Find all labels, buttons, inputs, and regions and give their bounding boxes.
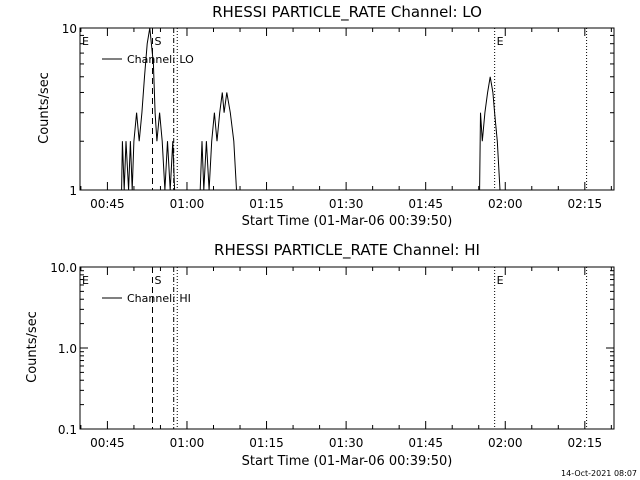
x-axis-label: Start Time (01-Mar-06 00:39:50) <box>242 454 453 469</box>
x-tick-label: 02:00 <box>488 436 523 450</box>
chart-title: RHESSI PARTICLE_RATE Channel: HI <box>214 241 480 260</box>
axis-ticks: 00:45 01:00 01:15 01:30 01:45 02:00 02:15 0.1 1.… <box>50 261 614 450</box>
x-tick-label: 01:45 <box>408 436 443 450</box>
plot-frame <box>79 27 615 191</box>
y-tick-label: 0.1 <box>58 423 77 437</box>
x-tick-label: 00:45 <box>90 436 125 450</box>
x-tick-label: 01:00 <box>170 436 205 450</box>
x-axis-label: Start Time (01-Mar-06 00:39:50) <box>242 214 453 229</box>
legend-label: Channel: LO <box>127 53 194 66</box>
series-line-segment <box>121 27 176 191</box>
legend: Channel: LO <box>102 53 194 66</box>
x-tick-label: 01:45 <box>408 197 443 211</box>
x-tick-label: 02:00 <box>488 197 523 211</box>
y-tick-label: 10.0 <box>50 261 77 275</box>
x-tick-label: 01:30 <box>329 197 364 211</box>
y-tick-label: 1 <box>69 184 77 198</box>
x-tick-label: 01:15 <box>249 197 284 211</box>
x-tick-label: 02:15 <box>568 436 603 450</box>
x-tick-label: 01:15 <box>249 436 284 450</box>
data-series <box>121 27 501 191</box>
series-line-segment <box>199 92 237 191</box>
x-tick-label: 01:30 <box>329 436 364 450</box>
marker-label: E <box>497 274 504 287</box>
footer-timestamp: 14-Oct-2021 08:07 <box>561 469 637 478</box>
x-tick-label: 01:00 <box>170 197 205 211</box>
x-tick-label: 00:45 <box>90 197 125 211</box>
chart-title: RHESSI PARTICLE_RATE Channel: LO <box>212 3 482 22</box>
panel-hi: RHESSI PARTICLE_RATE Channel: HI Start T… <box>25 241 615 469</box>
marker-label: E <box>82 274 89 287</box>
x-tick-label: 02:15 <box>568 197 603 211</box>
legend: Channel: HI <box>102 292 191 305</box>
y-axis-label: Counts/sec <box>37 72 52 144</box>
y-tick-label: 1.0 <box>58 342 77 356</box>
legend-label: Channel: HI <box>127 292 191 305</box>
series-line-segment <box>479 76 501 191</box>
y-tick-label: 10 <box>62 22 77 36</box>
y-axis-label: Counts/sec <box>25 311 40 383</box>
marker-label: E <box>82 35 89 48</box>
marker-label: E <box>497 35 504 48</box>
marker-label: S <box>154 274 161 287</box>
marker-label: S <box>154 35 161 48</box>
axis-ticks: 00:45 01:00 01:15 01:30 01:45 02:00 02:15 1 10 <box>62 22 614 211</box>
panel-lo: RHESSI PARTICLE_RATE Channel: LO Start T… <box>37 3 615 229</box>
